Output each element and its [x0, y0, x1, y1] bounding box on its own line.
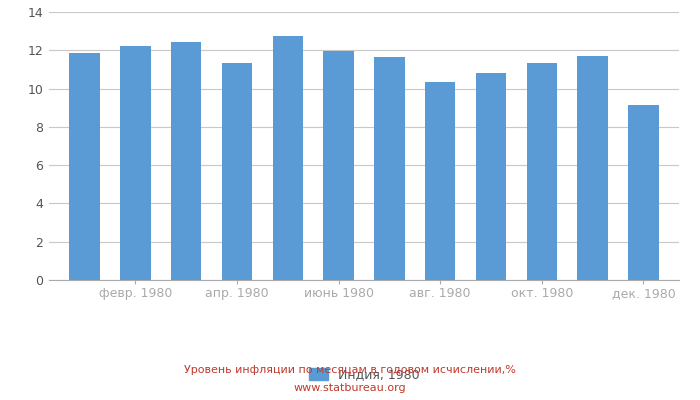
Legend: Индия, 1980: Индия, 1980: [304, 363, 424, 386]
Bar: [120, 46, 150, 280]
Bar: [272, 36, 303, 280]
Bar: [374, 57, 405, 280]
Bar: [222, 63, 252, 280]
Bar: [476, 73, 506, 280]
Bar: [171, 42, 202, 280]
Bar: [425, 82, 456, 280]
Text: Уровень инфляции по месяцам в годовом исчислении,%: Уровень инфляции по месяцам в годовом ис…: [184, 365, 516, 375]
Bar: [578, 56, 608, 280]
Bar: [323, 51, 354, 280]
Bar: [628, 106, 659, 280]
Bar: [69, 53, 100, 280]
Text: www.statbureau.org: www.statbureau.org: [294, 383, 406, 393]
Bar: [526, 63, 557, 280]
